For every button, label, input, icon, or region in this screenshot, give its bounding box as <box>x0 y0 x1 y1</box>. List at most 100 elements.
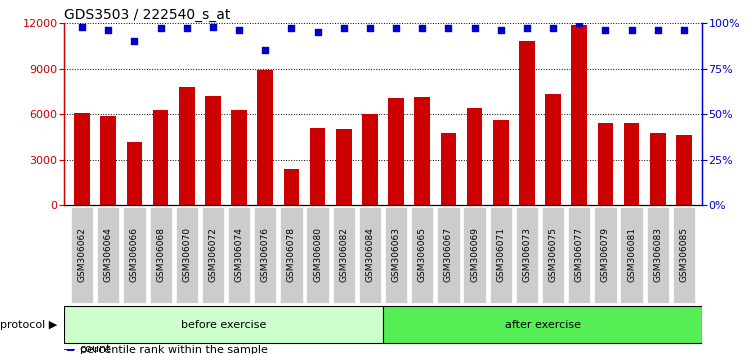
Point <box>469 25 481 31</box>
FancyBboxPatch shape <box>516 207 538 303</box>
Bar <box>598 123 614 205</box>
Bar <box>152 110 168 205</box>
Point <box>207 24 219 29</box>
Point <box>233 28 245 33</box>
Text: after exercise: after exercise <box>505 320 581 330</box>
Text: GSM306063: GSM306063 <box>391 227 400 282</box>
Text: GSM306073: GSM306073 <box>523 227 532 282</box>
Point <box>102 28 114 33</box>
FancyBboxPatch shape <box>202 207 224 303</box>
Bar <box>388 98 404 205</box>
Bar <box>258 70 273 205</box>
Text: GSM306074: GSM306074 <box>234 227 243 282</box>
Text: GSM306070: GSM306070 <box>182 227 192 282</box>
FancyBboxPatch shape <box>64 307 383 343</box>
Point <box>259 47 271 53</box>
Bar <box>309 128 325 205</box>
Text: GSM306084: GSM306084 <box>366 227 375 282</box>
Point <box>285 25 297 31</box>
Bar <box>74 113 90 205</box>
Bar <box>101 116 116 205</box>
FancyBboxPatch shape <box>228 207 250 303</box>
Text: GSM306068: GSM306068 <box>156 227 165 282</box>
Text: GSM306067: GSM306067 <box>444 227 453 282</box>
Text: count: count <box>80 344 111 354</box>
Point <box>547 25 559 31</box>
FancyBboxPatch shape <box>306 207 329 303</box>
Text: GSM306065: GSM306065 <box>418 227 427 282</box>
FancyBboxPatch shape <box>333 207 355 303</box>
Text: GSM306081: GSM306081 <box>627 227 636 282</box>
FancyBboxPatch shape <box>490 207 512 303</box>
Bar <box>362 114 378 205</box>
Text: GSM306080: GSM306080 <box>313 227 322 282</box>
Bar <box>205 96 221 205</box>
Text: percentile rank within the sample: percentile rank within the sample <box>80 345 267 354</box>
Bar <box>519 41 535 205</box>
Bar <box>493 120 508 205</box>
Text: GSM306085: GSM306085 <box>680 227 689 282</box>
Point <box>390 25 402 31</box>
Text: GSM306062: GSM306062 <box>77 227 86 282</box>
Text: GSM306069: GSM306069 <box>470 227 479 282</box>
Point <box>521 25 533 31</box>
Point <box>312 29 324 35</box>
Point <box>442 25 454 31</box>
Bar <box>231 110 247 205</box>
Point <box>416 25 428 31</box>
Point <box>338 25 350 31</box>
Text: GSM306072: GSM306072 <box>209 227 218 282</box>
FancyBboxPatch shape <box>673 207 695 303</box>
FancyBboxPatch shape <box>620 207 643 303</box>
Point <box>573 20 585 26</box>
FancyBboxPatch shape <box>359 207 381 303</box>
FancyBboxPatch shape <box>594 207 617 303</box>
Text: GSM306066: GSM306066 <box>130 227 139 282</box>
Text: GSM306083: GSM306083 <box>653 227 662 282</box>
Point <box>64 347 76 353</box>
FancyBboxPatch shape <box>97 207 119 303</box>
Bar <box>179 87 195 205</box>
Text: GSM306078: GSM306078 <box>287 227 296 282</box>
FancyBboxPatch shape <box>463 207 486 303</box>
Bar <box>441 133 457 205</box>
FancyBboxPatch shape <box>254 207 276 303</box>
Text: protocol ▶: protocol ▶ <box>0 320 57 330</box>
FancyBboxPatch shape <box>411 207 433 303</box>
Point <box>76 24 88 29</box>
Text: before exercise: before exercise <box>181 320 266 330</box>
FancyBboxPatch shape <box>280 207 303 303</box>
Text: GSM306075: GSM306075 <box>548 227 557 282</box>
Bar <box>572 24 587 205</box>
FancyBboxPatch shape <box>176 207 198 303</box>
Text: GSM306071: GSM306071 <box>496 227 505 282</box>
Bar <box>415 97 430 205</box>
Point <box>652 28 664 33</box>
FancyBboxPatch shape <box>123 207 146 303</box>
FancyBboxPatch shape <box>647 207 669 303</box>
FancyBboxPatch shape <box>71 207 93 303</box>
Text: GSM306079: GSM306079 <box>601 227 610 282</box>
Bar <box>466 108 482 205</box>
FancyBboxPatch shape <box>383 307 702 343</box>
Bar <box>336 129 351 205</box>
Point <box>128 38 140 44</box>
Bar <box>284 169 300 205</box>
Point <box>678 28 690 33</box>
Bar <box>623 123 639 205</box>
Text: GSM306064: GSM306064 <box>104 227 113 282</box>
Text: GSM306076: GSM306076 <box>261 227 270 282</box>
Bar <box>64 349 75 350</box>
Point <box>495 28 507 33</box>
Bar <box>676 135 692 205</box>
FancyBboxPatch shape <box>149 207 172 303</box>
Bar <box>127 142 143 205</box>
Text: GSM306082: GSM306082 <box>339 227 348 282</box>
Point <box>364 25 376 31</box>
Bar <box>545 95 561 205</box>
Bar <box>650 133 665 205</box>
Point <box>181 25 193 31</box>
Point <box>599 28 611 33</box>
FancyBboxPatch shape <box>542 207 564 303</box>
FancyBboxPatch shape <box>437 207 460 303</box>
